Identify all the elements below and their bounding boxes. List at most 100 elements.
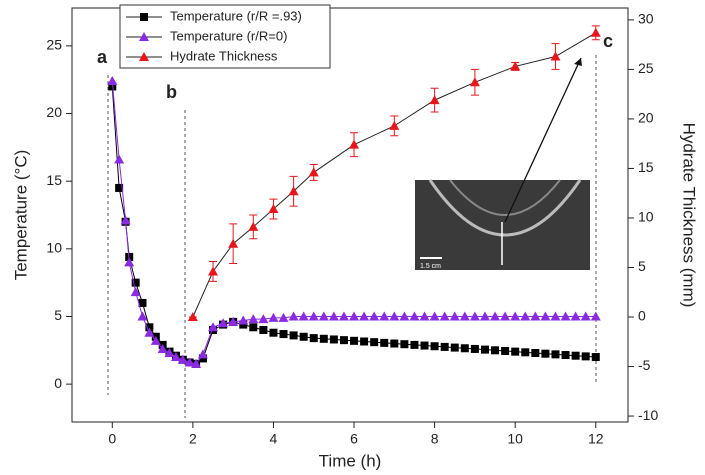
data-point — [439, 311, 450, 321]
data-point — [278, 312, 289, 322]
x-tick-label: 12 — [588, 431, 604, 447]
series-line — [192, 32, 597, 318]
data-point — [187, 312, 198, 322]
data-point — [511, 347, 520, 356]
y-tick-label: 10 — [46, 240, 62, 256]
plot-frame — [71, 7, 629, 423]
data-point — [308, 311, 319, 321]
data-point — [120, 215, 131, 225]
data-point — [449, 311, 460, 321]
data-point — [591, 353, 600, 362]
data-point — [177, 354, 188, 364]
annotation: b — [166, 82, 177, 102]
data-point — [570, 311, 581, 321]
data-point — [479, 311, 490, 321]
data-point — [541, 349, 550, 358]
legend-label: Hydrate Thickness — [170, 48, 278, 63]
data-point — [581, 352, 590, 361]
data-point — [390, 339, 399, 348]
data-point — [429, 311, 440, 321]
data-point — [228, 316, 239, 326]
y2-tick-label: 15 — [638, 159, 654, 175]
data-point — [329, 335, 338, 344]
data-point — [208, 266, 219, 276]
data-point — [580, 311, 591, 321]
data-point — [328, 311, 339, 321]
data-point — [288, 311, 299, 321]
data-point — [551, 350, 560, 359]
data-point — [268, 312, 279, 322]
y2-axis-label: Hydrate Thickness (mm) — [680, 123, 699, 308]
data-point — [239, 320, 248, 329]
x-tick-label: 10 — [507, 431, 523, 447]
annotation: a — [97, 47, 108, 67]
data-point — [249, 323, 258, 332]
data-point — [289, 331, 298, 340]
marker-lines — [107, 55, 597, 418]
y2-tick-label: 20 — [638, 110, 654, 126]
y-tick-label: 20 — [46, 104, 62, 120]
data-point — [114, 154, 125, 164]
legend-marker — [140, 13, 148, 21]
data-point — [420, 341, 429, 350]
data-point — [510, 61, 521, 71]
data-point — [510, 311, 521, 321]
data-point — [460, 344, 469, 353]
data-point — [370, 338, 379, 347]
data-point — [550, 51, 561, 61]
data-point — [380, 338, 389, 347]
pointer-arrow — [504, 57, 582, 223]
data-point — [131, 278, 140, 287]
data-point — [157, 343, 168, 353]
y-tick-label: 0 — [54, 375, 62, 391]
data-point — [590, 311, 601, 321]
data-point — [379, 311, 390, 321]
annotation: c — [603, 31, 613, 51]
y2-tick-label: -10 — [638, 407, 658, 423]
data-point — [369, 311, 380, 321]
x-tick-label: 2 — [189, 431, 197, 447]
data-point — [419, 311, 430, 321]
data-point — [399, 311, 410, 321]
x-tick-label: 6 — [350, 431, 358, 447]
data-point — [450, 343, 459, 352]
data-point — [164, 348, 175, 357]
x-tick-label: 4 — [270, 431, 278, 447]
data-point — [191, 358, 202, 368]
data-point — [130, 287, 141, 297]
data-point — [360, 337, 369, 346]
data-point — [197, 349, 208, 359]
data-point — [400, 340, 409, 349]
data-point — [540, 311, 551, 321]
data-point — [170, 352, 181, 362]
data-point — [339, 336, 348, 345]
data-point — [248, 314, 259, 324]
legend-label: Temperature (r/R =.93) — [170, 8, 302, 23]
legend-marker — [139, 52, 149, 61]
data-point — [520, 311, 531, 321]
data-point — [521, 348, 530, 357]
y2-tick-label: -5 — [638, 357, 651, 373]
y-axis-label: Temperature (°C) — [11, 150, 30, 281]
data-point — [144, 327, 155, 337]
x-axis-label: Time (h) — [319, 451, 382, 470]
legend-marker — [139, 32, 149, 41]
data-point — [500, 311, 511, 321]
data-point — [115, 183, 124, 192]
y2-tick-label: 30 — [638, 11, 654, 27]
data-point — [409, 311, 420, 321]
data-point — [228, 238, 239, 248]
data-point — [571, 351, 580, 360]
data-point — [349, 311, 360, 321]
data-point — [530, 311, 541, 321]
data-point — [268, 204, 279, 214]
inset-hydrate — [449, 179, 561, 216]
data-point — [269, 328, 278, 337]
data-point — [459, 311, 470, 321]
data-point — [145, 323, 154, 332]
data-point — [299, 332, 308, 341]
data-point — [137, 311, 148, 321]
data-point — [389, 120, 400, 130]
